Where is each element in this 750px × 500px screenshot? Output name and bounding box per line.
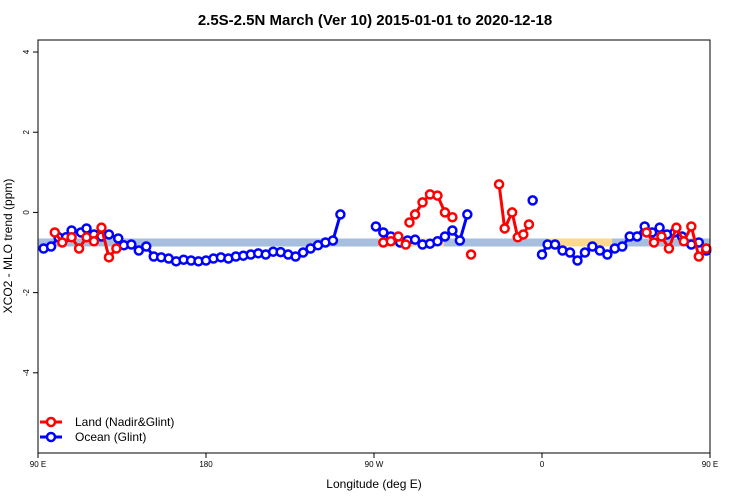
series-ocean-glint [38,195,712,267]
data-point-land-nadir-glint [439,207,451,218]
data-point-land-nadir-glint [518,229,529,240]
data-point-land-nadir-glint [493,179,505,190]
y-tick-label: -4 [22,369,31,377]
data-point-land-nadir-glint [73,243,85,254]
data-point-land-nadir-glint [523,219,535,230]
data-point-land-nadir-glint [641,227,652,238]
legend-label-land: Land (Nadir&Glint) [75,415,174,429]
data-point-land-nadir-glint [663,243,675,254]
data-point-land-nadir-glint [49,227,61,238]
data-point-land-nadir-glint [432,190,443,201]
data-point-ocean-glint [409,234,421,245]
data-point-ocean-glint [327,235,339,246]
y-axis-title: XCO2 - MLO trend (ppm) [1,179,15,314]
data-point-land-nadir-glint [400,239,411,250]
y-axis: -4 -2 0 2 4 [22,49,38,376]
data-point-land-nadir-glint [111,243,122,254]
data-point-ocean-glint [579,247,591,258]
data-point-ocean-glint [370,221,382,232]
data-point-ocean-glint [141,241,152,252]
data-point-ocean-glint [654,222,665,233]
legend-marker-land [45,416,57,428]
legend-marker-ocean [45,431,57,443]
data-point-ocean-glint [290,251,301,262]
data-point-land-nadir-glint [385,236,397,247]
data-point-land-nadir-glint [678,236,690,247]
x-axis: 90 E 180 90 W 0 90 E [30,453,718,469]
data-point-ocean-glint [439,231,451,242]
data-point-land-nadir-glint [417,197,428,208]
data-point-ocean-glint [631,231,643,242]
data-point-land-nadir-glint [686,221,697,232]
data-point-land-nadir-glint [409,209,421,220]
data-point-ocean-glint [335,209,346,220]
band-ocean-2 [444,238,549,247]
data-point-land-nadir-glint [656,231,667,242]
data-point-ocean-glint [297,247,309,258]
x-tick-label: 90 E [702,460,718,469]
data-point-land-nadir-glint [103,252,115,263]
data-point-ocean-glint [432,236,443,247]
data-point-land-nadir-glint [506,207,518,218]
data-point-ocean-glint [113,233,124,244]
data-point-ocean-glint [572,255,583,266]
data-point-land-nadir-glint [701,243,712,254]
data-point-ocean-glint [587,241,598,252]
data-point-ocean-glint [103,229,115,240]
data-point-ocean-glint [126,239,137,250]
data-point-land-nadir-glint [81,232,92,243]
data-point-ocean-glint [81,223,92,234]
data-point-ocean-glint [594,245,606,256]
y-tick-label: 2 [22,129,31,134]
data-point-ocean-glint [45,241,57,252]
data-point-ocean-glint [447,225,458,236]
y-tick-label: 0 [22,210,31,215]
data-point-ocean-glint [462,209,473,220]
data-point-land-nadir-glint [88,236,100,247]
data-point-land-nadir-glint [66,232,77,243]
chart-title: 2.5S-2.5N March (Ver 10) 2015-01-01 to 2… [198,12,552,29]
data-point-ocean-glint [617,241,628,252]
y-tick-label: -2 [22,289,31,297]
data-point-ocean-glint [133,245,145,256]
band-land-3 [548,238,612,247]
data-point-ocean-glint [602,249,613,260]
data-series [38,179,712,267]
x-tick-label: 180 [199,460,213,469]
legend-entry-ocean: Ocean (Glint) [40,430,146,444]
data-point-land-nadir-glint [671,222,682,233]
legend-label-ocean: Ocean (Glint) [75,430,146,444]
data-point-land-nadir-glint [447,211,458,223]
data-point-ocean-glint [378,227,389,238]
legend-entry-land: Land (Nadir&Glint) [40,415,174,429]
legend: Land (Nadir&Glint) Ocean (Glint) [40,415,174,444]
x-axis-title: Longitude (deg E) [326,477,421,491]
data-point-land-nadir-glint [465,249,477,260]
x-tick-label: 0 [540,460,545,469]
data-point-land-nadir-glint [648,237,660,248]
band-ocean-0 [38,238,379,247]
data-point-ocean-glint [527,195,538,206]
data-point-land-nadir-glint [57,237,68,248]
data-point-land-nadir-glint [499,223,510,234]
x-tick-label: 90 W [365,460,384,469]
data-point-ocean-glint [564,247,576,258]
data-point-ocean-glint [454,235,466,246]
x-tick-label: 90 E [30,460,46,469]
series-land-nadir-glint [49,179,712,263]
data-point-land-nadir-glint [96,222,107,233]
data-point-land-nadir-glint [404,217,415,228]
data-point-ocean-glint [536,249,548,260]
y-tick-label: 4 [22,49,31,54]
data-point-land-nadir-glint [393,231,404,242]
data-point-land-nadir-glint [693,251,705,262]
data-point-ocean-glint [549,239,561,250]
band-ocean-4 [612,238,710,247]
